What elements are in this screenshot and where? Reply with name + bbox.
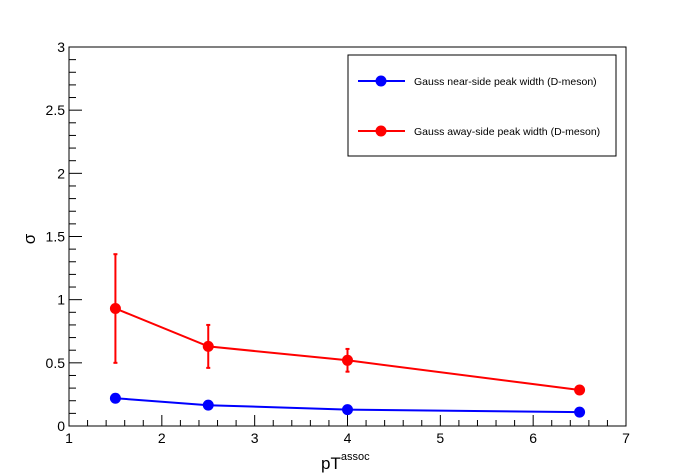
data-point — [109, 392, 121, 404]
legend-label-1: Gauss away-side peak width (D-meson) — [414, 126, 600, 138]
y-tick-label: 2 — [57, 165, 65, 181]
legend-box — [347, 54, 617, 157]
series-line — [115, 397, 580, 414]
x-tick-label: 4 — [344, 430, 352, 446]
data-point — [202, 399, 214, 411]
axis-ticks — [68, 46, 627, 427]
series-1 — [109, 253, 586, 396]
tick-labels: 1 2 3 4 5 6 7 0 0.5 1 1.5 2 2.5 3 — [46, 39, 631, 446]
y-tick-label: 1.5 — [46, 229, 66, 245]
x-tick-label: 3 — [251, 430, 259, 446]
y-tick-label: 3 — [57, 39, 65, 55]
legend-marker-1 — [375, 125, 387, 137]
series-layer — [109, 253, 586, 418]
data-point — [202, 340, 214, 352]
x-tick-label: 5 — [436, 430, 444, 446]
y-tick-label: 0 — [57, 418, 65, 434]
y-tick-label: 1 — [57, 292, 65, 308]
data-point — [342, 354, 353, 366]
data-point — [342, 404, 353, 416]
x-tick-label: 7 — [622, 430, 630, 446]
y-axis-title: σ — [20, 233, 39, 244]
data-point — [109, 303, 121, 315]
x-tick-label: 2 — [158, 430, 166, 446]
data-point — [574, 384, 586, 396]
data-point — [574, 406, 586, 418]
series-0 — [109, 392, 586, 418]
x-tick-label: 1 — [65, 430, 73, 446]
y-tick-label: 2.5 — [46, 102, 66, 118]
legend-marker-0 — [375, 75, 387, 87]
legend: Gauss near-side peak width (D-meson) Gau… — [347, 54, 617, 157]
y-tick-label: 0.5 — [46, 355, 66, 371]
x-tick-label: 6 — [529, 430, 537, 446]
x-axis-title: pTassoc — [321, 451, 370, 473]
series-line — [115, 307, 580, 391]
legend-label-0: Gauss near-side peak width (D-meson) — [414, 76, 597, 88]
